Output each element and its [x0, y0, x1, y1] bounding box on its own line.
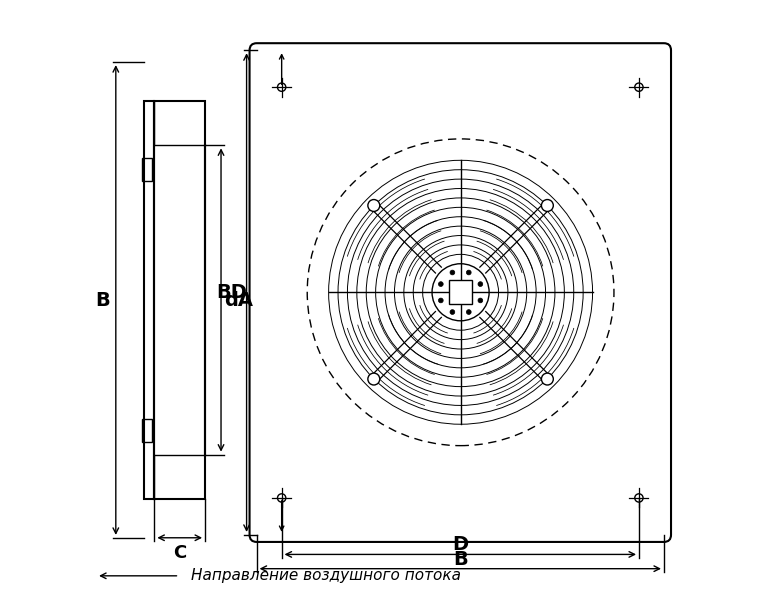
Bar: [448, 280, 472, 304]
Circle shape: [368, 373, 380, 385]
Text: BD: BD: [216, 283, 247, 302]
Text: C: C: [173, 544, 186, 562]
Bar: [144, 101, 155, 499]
Circle shape: [478, 282, 483, 286]
Circle shape: [368, 200, 380, 211]
Circle shape: [467, 270, 471, 275]
Circle shape: [450, 270, 454, 275]
Text: D: D: [452, 535, 468, 554]
Circle shape: [438, 298, 443, 303]
Text: B: B: [453, 550, 468, 569]
Bar: [155, 101, 205, 499]
Circle shape: [541, 200, 554, 211]
Circle shape: [478, 298, 483, 303]
Bar: [141, 419, 152, 442]
Text: B: B: [95, 290, 110, 310]
Circle shape: [450, 310, 454, 314]
Circle shape: [467, 310, 471, 314]
Text: dA: dA: [225, 290, 253, 310]
Bar: [141, 158, 152, 181]
Circle shape: [438, 282, 443, 286]
Circle shape: [541, 373, 554, 385]
Text: Направление воздушного потока: Направление воздушного потока: [191, 568, 461, 583]
